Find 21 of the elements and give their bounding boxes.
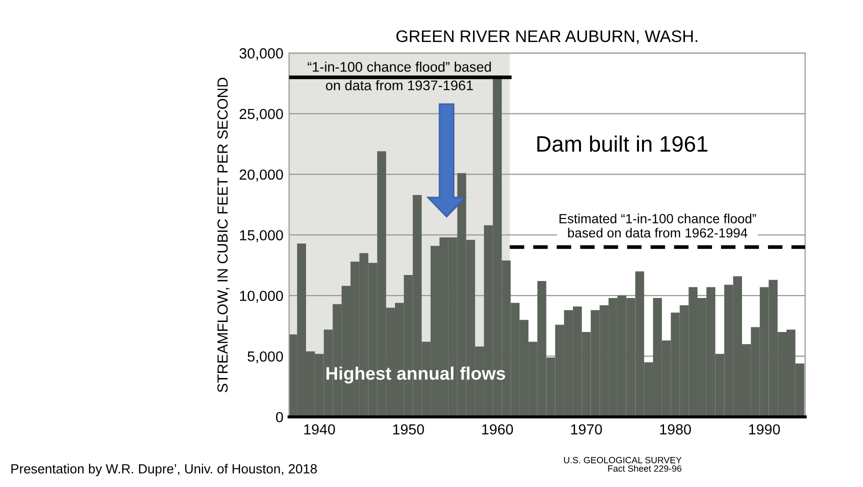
text: Presentation by W.R. Dupre’, Univ. of Houston, 2018: [11, 464, 317, 476]
y-tick-label: 30,000: [240, 48, 283, 60]
x-tick-label: 1990: [749, 424, 780, 435]
x-tick-label: 1960: [482, 424, 513, 435]
y-tick-label: 20,000: [240, 169, 283, 182]
x-tick-label: 1950: [393, 424, 424, 435]
annotation: “1-in-100 chance flood” based on data from 1937-1961: [308, 62, 491, 90]
x-tick-label: 1940: [304, 424, 336, 435]
annotation: Dam built in 1961: [537, 135, 708, 152]
x-tick-label: 1970: [571, 424, 602, 435]
annotation: Estimated “1-in-100 chance flood” based on data from 1962-1994: [560, 214, 756, 238]
y-tick-label: 0: [276, 412, 283, 422]
y-tick-label: 5,000: [248, 351, 283, 364]
text: U.S. GEOLOGICAL SURVEY Fact Sheet 229-96: [564, 456, 682, 472]
y-tick-label: 10,000: [240, 290, 283, 303]
chart-title: GREEN RIVER NEAR AUBURN, WASH.: [396, 30, 698, 44]
y-axis-title: STREAMFLOW, IN CUBIC FEET PER SECOND: [217, 78, 230, 392]
annotation: Highest annual flows: [326, 366, 506, 384]
y-tick-label: 25,000: [240, 108, 283, 121]
y-tick-label: 15,000: [240, 230, 283, 242]
x-tick-label: 1980: [660, 424, 691, 435]
